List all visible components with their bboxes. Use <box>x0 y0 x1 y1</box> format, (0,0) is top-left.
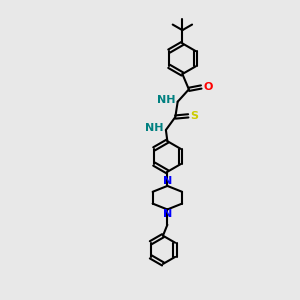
Text: N: N <box>163 209 172 220</box>
Text: O: O <box>203 82 213 92</box>
Text: S: S <box>190 111 198 121</box>
Text: NH: NH <box>145 123 164 133</box>
Text: N: N <box>163 176 172 186</box>
Text: NH: NH <box>157 95 175 105</box>
